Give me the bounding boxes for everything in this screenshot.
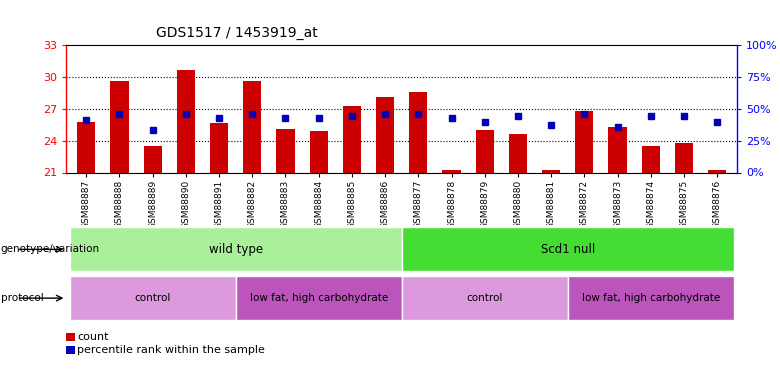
Text: Scd1 null: Scd1 null <box>541 243 595 256</box>
Text: percentile rank within the sample: percentile rank within the sample <box>77 345 265 355</box>
Bar <box>310 131 328 172</box>
Bar <box>69 227 402 272</box>
Text: low fat, high carbohydrate: low fat, high carbohydrate <box>250 293 388 303</box>
Text: GDS1517 / 1453919_at: GDS1517 / 1453919_at <box>156 26 317 40</box>
Bar <box>144 146 161 172</box>
Text: count: count <box>77 332 108 342</box>
Bar <box>542 170 560 172</box>
Bar <box>642 146 660 172</box>
Bar <box>376 97 394 172</box>
Bar <box>675 143 693 172</box>
Bar <box>276 129 295 173</box>
Bar <box>243 81 261 172</box>
Bar <box>608 127 626 172</box>
Bar <box>509 134 527 172</box>
Text: control: control <box>466 293 503 303</box>
Text: control: control <box>134 293 171 303</box>
Bar <box>410 92 427 172</box>
Bar <box>442 170 461 172</box>
Bar <box>402 227 734 272</box>
Bar <box>708 170 726 172</box>
Bar <box>77 122 95 172</box>
Text: protocol: protocol <box>1 293 44 303</box>
Bar <box>575 111 594 172</box>
Bar <box>568 276 734 320</box>
Text: wild type: wild type <box>208 243 263 256</box>
Bar <box>69 276 236 320</box>
Text: genotype/variation: genotype/variation <box>1 244 100 254</box>
Text: low fat, high carbohydrate: low fat, high carbohydrate <box>582 293 720 303</box>
Bar <box>342 106 361 172</box>
Bar <box>236 276 402 320</box>
Bar <box>210 123 229 172</box>
Bar <box>476 130 494 172</box>
Bar <box>110 81 129 172</box>
Bar <box>177 70 195 172</box>
Bar <box>402 276 568 320</box>
